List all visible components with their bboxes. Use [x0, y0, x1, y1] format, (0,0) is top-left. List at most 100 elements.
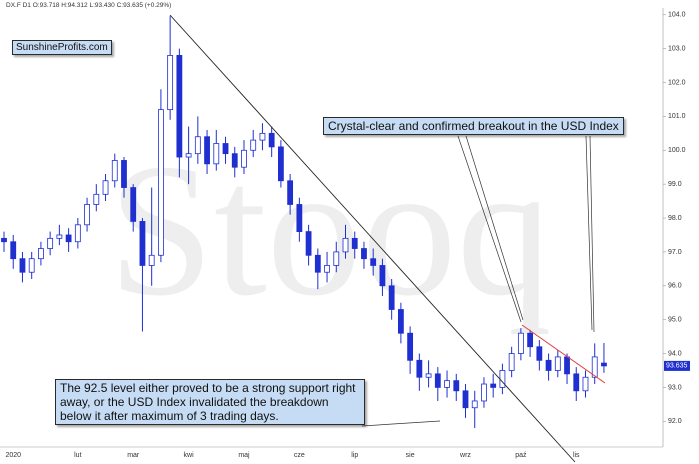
candle-body — [47, 237, 54, 249]
candle-body — [517, 332, 524, 354]
candle-body — [527, 332, 534, 348]
y-tick-label: 92.0 — [668, 418, 682, 425]
candle-body — [176, 55, 183, 158]
chart-header: DX.F D1 O:93.718 H:94.312 L:93.430 C:93.… — [6, 2, 172, 9]
y-tick-label: 99.0 — [668, 181, 682, 188]
candle-body — [158, 109, 164, 256]
candle-body — [582, 376, 589, 392]
candle-body — [434, 373, 441, 388]
price-tag — [664, 360, 690, 371]
candle-body — [74, 224, 81, 243]
y-tick-label: 93.0 — [668, 384, 682, 391]
pointer-line — [465, 135, 524, 321]
candle-body — [231, 153, 238, 168]
pointer-line — [589, 135, 595, 333]
x-tick-label: wrz — [459, 452, 471, 459]
candle-body — [499, 370, 506, 388]
candle-body — [93, 193, 100, 205]
annotation: Crystal-clear and confirmed breakout in … — [323, 117, 624, 135]
candle-body — [444, 380, 450, 388]
candle-body — [388, 285, 395, 310]
candle-body — [213, 143, 220, 165]
y-tick-label: 94.0 — [668, 350, 682, 357]
price-tag-label: 93.635 — [666, 363, 688, 370]
candle-body — [361, 248, 367, 260]
candle-body — [84, 204, 90, 226]
annotation: The 92.5 level either proved to be a str… — [55, 379, 365, 425]
y-tick-label: 100.0 — [668, 147, 686, 154]
candle-body — [573, 373, 580, 392]
candle-body — [28, 258, 35, 273]
candle-body — [250, 139, 257, 151]
candle-body — [19, 258, 26, 273]
brand-label: SunshineProfits.com — [12, 40, 112, 55]
candle-body — [121, 160, 127, 188]
candle-body — [342, 237, 349, 253]
x-tick-label: kwi — [184, 452, 195, 459]
candle-body — [324, 265, 330, 273]
y-tick-label: 102.0 — [668, 79, 686, 86]
candle-body — [65, 234, 72, 243]
y-tick-label: 101.0 — [668, 113, 686, 120]
x-tick-label: lip — [351, 452, 358, 459]
candle-body — [38, 248, 44, 260]
x-tick-label: 2020 — [5, 452, 21, 459]
candle-body — [204, 136, 210, 165]
candle-body — [314, 254, 321, 273]
pointer-line — [457, 135, 522, 323]
candle-body — [379, 265, 386, 287]
x-tick-label: lut — [74, 452, 81, 459]
candle-body — [296, 204, 303, 232]
candle-body — [102, 180, 109, 195]
x-tick-label: cze — [294, 452, 305, 459]
y-tick-label: 98.0 — [668, 215, 682, 222]
candle-body — [111, 160, 118, 182]
candle-body — [277, 146, 284, 182]
x-tick-label: paź — [515, 452, 527, 459]
candle-body — [1, 237, 7, 243]
candle-body — [554, 356, 561, 371]
candle-body — [148, 254, 155, 266]
watermark: Stooq — [108, 126, 551, 336]
y-tick-label: 95.0 — [668, 317, 682, 324]
candle-body — [305, 231, 312, 256]
candle-body — [453, 380, 460, 392]
candle-body — [139, 221, 146, 266]
y-tick-label: 103.0 — [668, 45, 686, 52]
candle-body — [397, 309, 404, 334]
candle-body — [564, 356, 570, 375]
candle-body — [56, 234, 63, 239]
candle-body — [490, 383, 497, 388]
candle-body — [481, 383, 487, 402]
candle-body — [370, 258, 377, 266]
candle-body — [591, 356, 598, 378]
candle-body — [241, 149, 247, 168]
candle-body — [185, 153, 192, 158]
candle-body — [425, 373, 432, 378]
candle-body — [536, 346, 543, 361]
candle-body — [287, 180, 294, 205]
y-tick-label: 96.0 — [668, 283, 682, 290]
candle-body — [10, 241, 17, 260]
x-tick-label: maj — [238, 452, 250, 459]
pointer-line — [361, 420, 441, 427]
pointer-line — [585, 135, 593, 331]
x-tick-label: sie — [406, 452, 415, 459]
trend-line — [169, 14, 576, 463]
candle-body — [167, 55, 174, 111]
candle-body — [462, 390, 469, 409]
y-tick-label: 104.0 — [668, 12, 686, 19]
breakout-line — [521, 324, 606, 384]
candle-body — [471, 400, 478, 409]
x-tick-label: mar — [127, 452, 140, 459]
candle-body — [351, 237, 358, 249]
candle-body — [416, 359, 423, 378]
candle-body — [407, 332, 414, 361]
y-tick-label: 97.0 — [668, 249, 682, 256]
candle-body — [259, 132, 266, 141]
candle-body — [194, 136, 201, 155]
candle-body — [222, 143, 229, 155]
candle-body — [545, 359, 552, 371]
